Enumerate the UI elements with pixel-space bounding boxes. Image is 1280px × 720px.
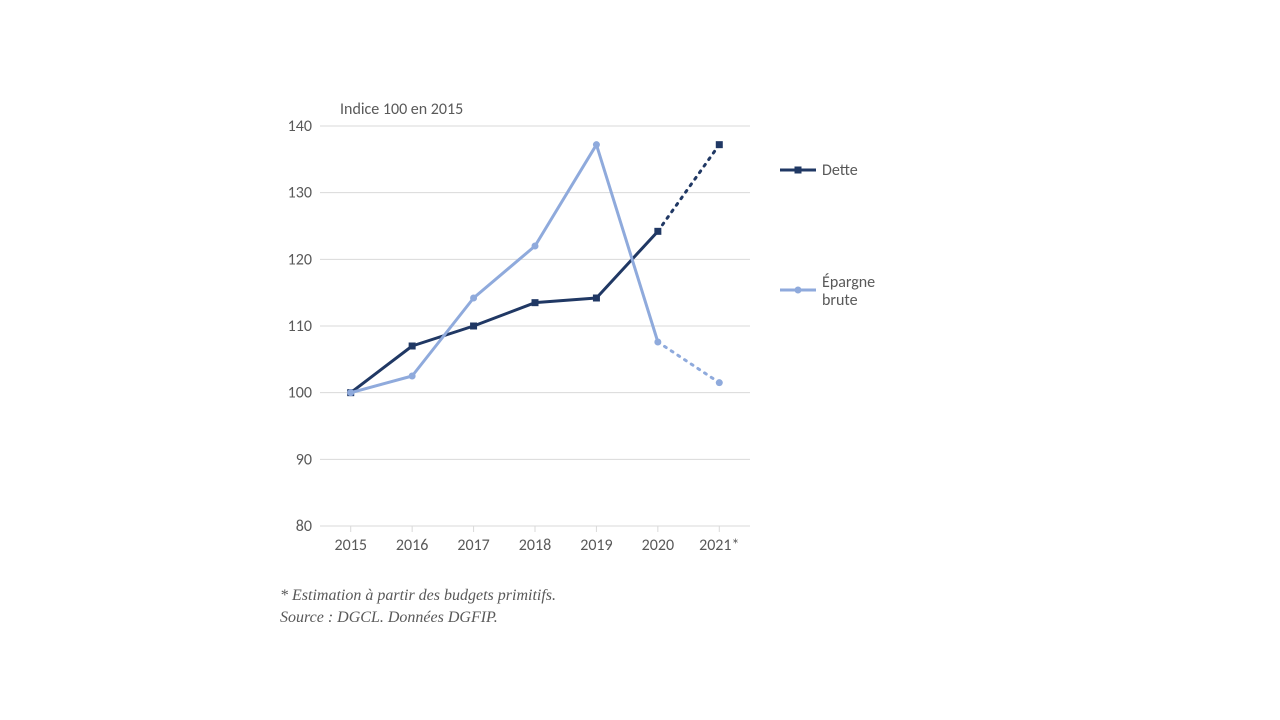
svg-text:110: 110 bbox=[288, 317, 312, 336]
svg-text:2017: 2017 bbox=[457, 536, 489, 555]
svg-text:Épargne: Épargne bbox=[822, 273, 875, 292]
svg-text:2015: 2015 bbox=[334, 536, 366, 555]
footnote-line-1: * Estimation à partir des budgets primit… bbox=[280, 585, 556, 607]
chart-subtitle: Indice 100 en 2015 bbox=[340, 100, 463, 119]
footnote-line-2: Source : DGCL. Données DGFIP. bbox=[280, 607, 556, 629]
svg-text:100: 100 bbox=[288, 384, 312, 403]
svg-text:120: 120 bbox=[288, 250, 312, 269]
svg-text:2019: 2019 bbox=[580, 536, 612, 555]
svg-text:2021*: 2021* bbox=[699, 536, 739, 555]
chart-container: Indice 100 en 2015 80 90 100 110 120 130 140 20… bbox=[270, 100, 970, 560]
svg-text:brute: brute bbox=[822, 291, 858, 310]
svg-text:2020: 2020 bbox=[642, 536, 674, 555]
svg-text:2018: 2018 bbox=[519, 536, 551, 555]
chart-footnote: * Estimation à partir des budgets primit… bbox=[280, 585, 556, 628]
svg-text:140: 140 bbox=[288, 117, 312, 136]
svg-text:80: 80 bbox=[296, 517, 312, 536]
svg-text:90: 90 bbox=[296, 450, 312, 469]
chart-svg: 80 90 100 110 120 130 140 2015 2016 2017 2018 2019 2… bbox=[270, 100, 970, 560]
svg-text:130: 130 bbox=[288, 184, 312, 203]
svg-text:Dette: Dette bbox=[822, 161, 858, 180]
svg-text:2016: 2016 bbox=[396, 536, 428, 555]
